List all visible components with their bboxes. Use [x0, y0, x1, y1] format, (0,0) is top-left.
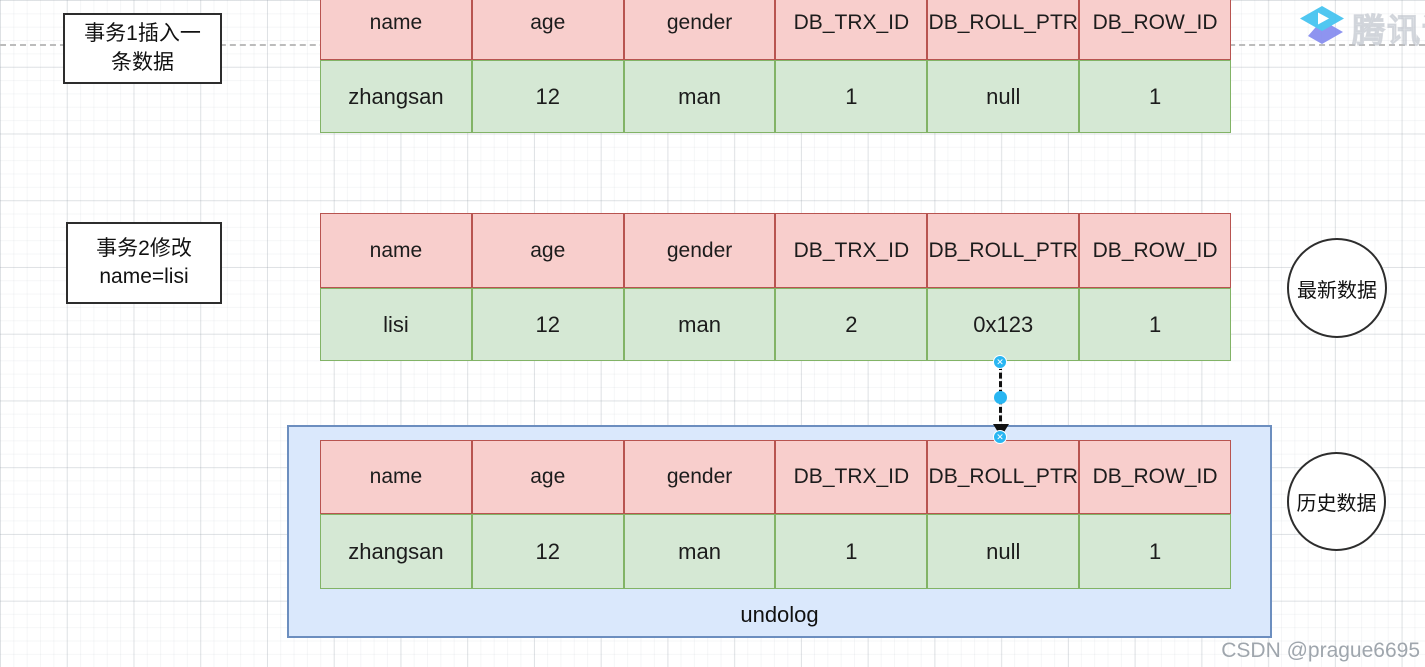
header-cell-age: age — [471, 213, 624, 288]
header-cell-db-roll-ptr: DB_ROLL_PTR — [927, 213, 1080, 288]
data-cell: 12 — [471, 60, 624, 133]
circle-latest-data: 最新数据 — [1287, 238, 1387, 338]
header-cell-db-row-id: DB_ROW_ID — [1079, 213, 1231, 288]
label-line: 条数据 — [111, 50, 174, 74]
header-cell-gender: gender — [623, 440, 776, 514]
data-cell: null — [927, 60, 1080, 133]
brand-watermark: 腾讯课堂 — [1298, 4, 1425, 52]
header-cell-gender: gender — [623, 0, 776, 60]
data-cell: man — [623, 514, 776, 589]
tencent-classroom-logo-icon — [1298, 5, 1346, 52]
data-cell: man — [623, 60, 776, 133]
data-cell: 12 — [471, 288, 624, 361]
header-cell-name: name — [320, 213, 472, 288]
circle-label: 最新数据 — [1297, 279, 1377, 302]
label-line: 事务2修改 — [96, 236, 192, 260]
header-cell-age: age — [471, 0, 624, 60]
data-cell: zhangsan — [320, 514, 472, 589]
circle-history-data: 历史数据 — [1287, 452, 1386, 551]
csdn-watermark-text: CSDN @prague6695 — [1221, 639, 1420, 662]
label-line: name=lisi — [99, 265, 189, 288]
header-cell-db-roll-ptr: DB_ROLL_PTR — [927, 0, 1080, 60]
header-cell-name: name — [320, 0, 472, 60]
header-cell-age: age — [471, 440, 624, 514]
data-cell: man — [623, 288, 776, 361]
data-cell: 1 — [1079, 514, 1231, 589]
table-after-insert: name age gender DB_TRX_ID DB_ROLL_PTR DB… — [320, 0, 1231, 133]
undolog-label: undolog — [740, 602, 819, 627]
header-cell-gender: gender — [623, 213, 776, 288]
label-transaction1-insert: 事务1插入一 条数据 — [63, 13, 222, 84]
data-cell: 12 — [471, 514, 624, 589]
circle-label: 历史数据 — [1296, 493, 1377, 515]
label-transaction2-update: 事务2修改 name=lisi — [66, 222, 222, 304]
header-cell-db-trx-id: DB_TRX_ID — [775, 0, 928, 60]
header-cell-name: name — [320, 440, 472, 514]
label-line: 事务1插入一 — [84, 22, 201, 46]
data-cell: null — [927, 514, 1080, 589]
data-cell: 0x123 — [927, 288, 1080, 361]
header-cell-db-roll-ptr: DB_ROLL_PTR — [927, 440, 1080, 514]
header-cell-db-row-id: DB_ROW_ID — [1079, 440, 1231, 514]
data-cell: 2 — [775, 288, 928, 361]
table-history-record: name age gender DB_TRX_ID DB_ROLL_PTR DB… — [320, 440, 1231, 589]
data-cell: 1 — [775, 514, 928, 589]
connector-endpoint-icon: ✕ — [993, 355, 1007, 369]
header-cell-db-row-id: DB_ROW_ID — [1079, 0, 1231, 60]
table-latest-record: name age gender DB_TRX_ID DB_ROLL_PTR DB… — [320, 213, 1231, 361]
data-cell: 1 — [775, 60, 928, 133]
data-cell: lisi — [320, 288, 472, 361]
roll-ptr-connector-arrow: ✕ ✕ — [985, 352, 1015, 447]
data-cell: 1 — [1079, 60, 1231, 133]
brand-watermark-text: 腾讯课堂 — [1352, 12, 1425, 50]
connector-endpoint-icon: ✕ — [993, 430, 1007, 444]
data-cell: zhangsan — [320, 60, 472, 133]
data-cell: 1 — [1079, 288, 1231, 361]
header-cell-db-trx-id: DB_TRX_ID — [775, 213, 928, 288]
header-cell-db-trx-id: DB_TRX_ID — [775, 440, 928, 514]
connector-midpoint-handle — [993, 391, 1007, 404]
